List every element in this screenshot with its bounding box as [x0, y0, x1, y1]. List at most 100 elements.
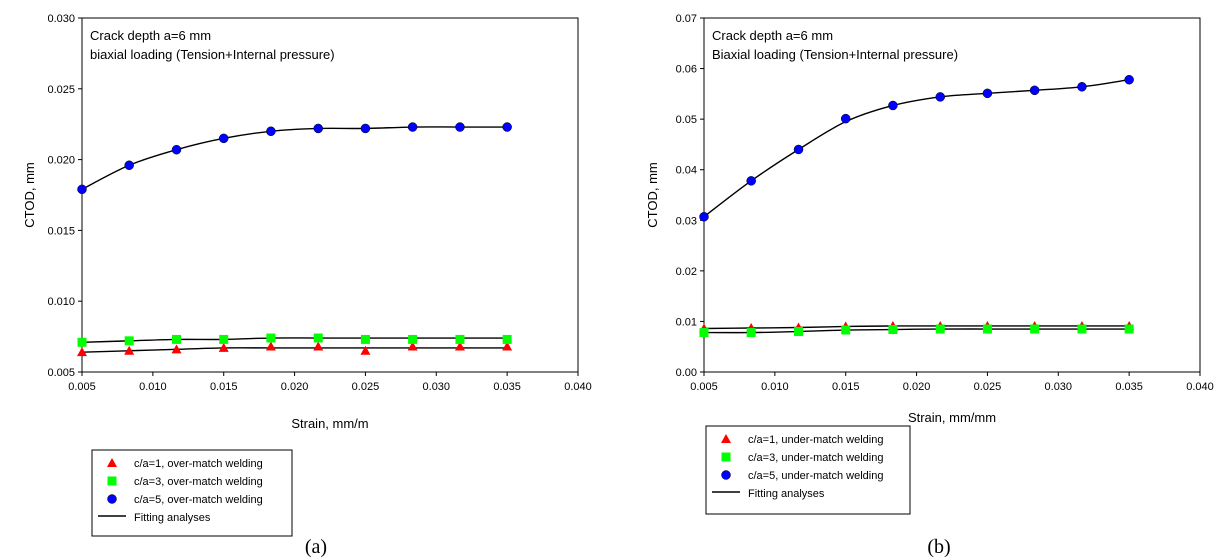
annotation-line-2: biaxial loading (Tension+Internal pressu…: [90, 47, 335, 62]
square-marker: [219, 334, 229, 344]
circle-marker: [746, 176, 756, 186]
circle-marker: [699, 211, 709, 222]
y-tick-label: 0.025: [47, 84, 75, 96]
fit-lines: [703, 79, 1130, 334]
x-tick-label: 0.025: [974, 381, 1002, 393]
fit-line: [703, 328, 1130, 334]
legend-triangle-marker: [721, 434, 731, 443]
legend-box: [91, 449, 293, 537]
legend-label: c/a=3, over-match welding: [134, 476, 263, 488]
circle-marker: [313, 123, 323, 134]
legend-label: Fitting analyses: [748, 488, 825, 500]
y-axis-label: CTOD, mm: [645, 162, 660, 227]
triangle-marker: [218, 342, 229, 352]
tick-labels: 0.005 0.010 0.015 0.020 0.025 0.030 0.005 0.010…: [47, 13, 591, 393]
square-marker: [1124, 324, 1134, 334]
legend-label: c/a=5, over-match welding: [134, 494, 263, 506]
x-tick-label: 0.040: [1186, 381, 1214, 393]
data-markers: [77, 122, 513, 357]
square-marker: [360, 334, 370, 344]
y-tick-label: 0.04: [676, 165, 697, 177]
x-tick-label: 0.020: [281, 381, 309, 393]
y-tick-label: 0.05: [676, 114, 697, 126]
square-marker: [408, 334, 418, 344]
x-tick-label: 0.035: [493, 381, 521, 393]
chart-panel-a: Crack depth a=6 mm biaxial loading (Tens…: [22, 13, 592, 558]
triangle-marker: [265, 341, 276, 351]
y-tick-label: 0.06: [676, 64, 697, 76]
legend-box: [705, 425, 911, 515]
annotation-line-1: Crack depth a=6 mm: [712, 28, 833, 43]
triangle-marker: [171, 344, 182, 354]
y-tick-label: 0.020: [47, 155, 75, 167]
square-marker: [77, 337, 87, 347]
x-tick-label: 0.040: [564, 381, 592, 393]
x-tick-label: 0.005: [68, 381, 96, 393]
legend-triangle-marker: [107, 458, 117, 467]
circle-marker: [455, 122, 465, 132]
x-tick-label: 0.025: [352, 381, 380, 393]
triangle-marker: [502, 341, 513, 351]
legend-square-marker: [721, 452, 731, 462]
circle-marker: [266, 126, 276, 137]
x-tick-label: 0.010: [761, 381, 789, 393]
legend: c/a=1, under-match welding c/a=3, under-m…: [712, 434, 883, 500]
plot-area: [703, 17, 1201, 373]
x-tick-label: 0.035: [1115, 381, 1143, 393]
circle-marker: [124, 160, 134, 171]
annotation-line-2: Biaxial loading (Tension+Internal pressu…: [712, 47, 958, 62]
y-tick-label: 0.01: [676, 316, 697, 328]
fit-line: [81, 126, 508, 190]
y-tick-label: 0.07: [676, 13, 697, 25]
circle-marker: [840, 113, 851, 124]
annotation-line-1: Crack depth a=6 mm: [90, 28, 211, 43]
circle-marker: [1029, 85, 1040, 96]
y-tick-label: 0.005: [47, 367, 75, 379]
x-tick-label: 0.030: [1045, 381, 1073, 393]
circle-marker: [218, 133, 229, 144]
triangle-marker: [407, 341, 418, 351]
circle-marker: [171, 144, 182, 155]
legend-square-marker: [107, 476, 117, 486]
x-tick-label: 0.005: [690, 381, 718, 393]
caption: (b): [927, 536, 950, 558]
x-tick-label: 0.020: [903, 381, 931, 393]
chart-panel-b: Crack depth a=6 mm Biaxial loading (Tens…: [645, 13, 1214, 558]
square-marker: [266, 333, 276, 343]
square-marker: [124, 336, 134, 346]
x-tick-label: 0.030: [423, 381, 451, 393]
fit-lines: [81, 126, 508, 353]
square-marker: [1030, 324, 1040, 334]
triangle-marker: [313, 341, 324, 351]
circle-marker: [502, 122, 512, 132]
legend: c/a=1, over-match welding c/a=3, over-mat…: [98, 458, 263, 524]
legend-label: Fitting analyses: [134, 512, 211, 524]
square-marker: [841, 325, 851, 335]
triangle-marker: [454, 341, 465, 351]
y-tick-label: 0.010: [47, 296, 75, 308]
y-tick-label: 0.02: [676, 266, 697, 278]
triangle-marker: [77, 347, 87, 357]
square-marker: [313, 333, 323, 343]
x-axis-label: Strain, mm/mm: [908, 410, 996, 425]
x-tick-label: 0.015: [210, 381, 238, 393]
square-marker: [502, 334, 512, 344]
square-marker: [172, 334, 182, 344]
square-marker: [794, 327, 804, 337]
fit-line: [703, 79, 1130, 218]
x-axis-label: Strain, mm/m: [291, 416, 368, 431]
circle-marker: [77, 184, 87, 195]
fit-line: [81, 347, 508, 353]
y-axis-label: CTOD, mm: [22, 162, 37, 227]
y-tick-label: 0.00: [676, 367, 697, 379]
square-marker: [935, 324, 945, 334]
triangle-marker: [124, 345, 135, 355]
legend-label: c/a=1, over-match welding: [134, 458, 263, 470]
triangle-marker: [360, 345, 371, 355]
legend-label: c/a=1, under-match welding: [748, 434, 883, 446]
circle-marker: [407, 122, 418, 132]
legend-label: c/a=5, under-match welding: [748, 470, 883, 482]
x-tick-label: 0.010: [139, 381, 167, 393]
circle-marker: [793, 144, 804, 155]
